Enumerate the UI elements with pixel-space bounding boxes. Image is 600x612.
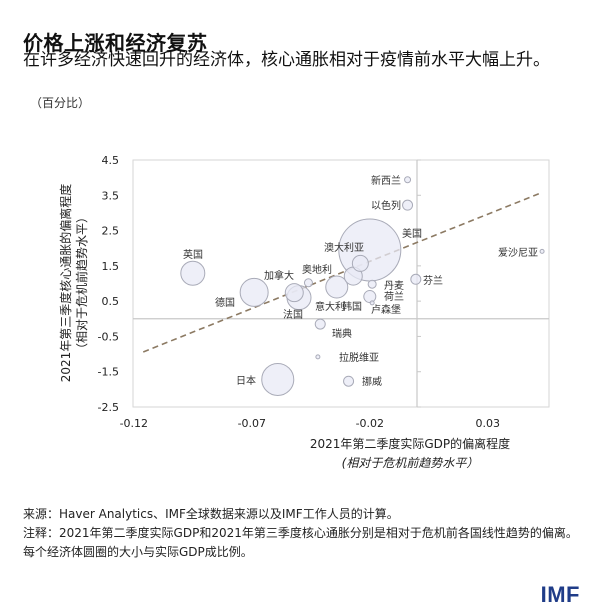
x-tick-label: -0.07 xyxy=(238,417,266,430)
bubble-series xyxy=(180,176,545,396)
x-tick-label: -0.02 xyxy=(356,417,384,430)
bubble-label: 德国 xyxy=(215,296,235,309)
bubble-label: 新西兰 xyxy=(371,174,401,187)
bubble-label: 以色列 xyxy=(371,199,401,212)
bubble-label: 拉脱维亚 xyxy=(339,351,379,364)
note-text: 注释：2021年第二季度实际GDP和2021年第三季度核心通胀分别是相对于危机前… xyxy=(23,526,578,559)
bubble-label: 澳大利亚 xyxy=(324,241,364,254)
bubble xyxy=(315,354,321,360)
bubble-label: 韩国 xyxy=(342,300,362,313)
trend-line-path xyxy=(142,191,543,353)
y-tick-label: -1.5 xyxy=(98,366,119,379)
bubble xyxy=(410,273,422,285)
bubble xyxy=(404,176,412,184)
source-text: 来源：Haver Analytics、IMF全球数据来源以及IMF工作人员的计算… xyxy=(23,507,399,521)
bubble xyxy=(351,254,369,272)
imf-logo: IMF xyxy=(540,582,580,607)
bubble xyxy=(303,278,313,288)
bubble-label: 美国 xyxy=(402,227,422,240)
y-tick-label: -0.5 xyxy=(98,330,119,343)
x-axis-subtitle: (相对于危机前趋势水平） xyxy=(342,456,479,470)
bubble-label: 丹麦 xyxy=(384,280,404,292)
y-tick-label: 2.5 xyxy=(102,225,120,238)
bubble xyxy=(314,318,326,330)
bubble xyxy=(239,277,269,307)
bubble-label: 意大利 xyxy=(315,300,345,313)
bubble-label: 挪威 xyxy=(362,375,382,388)
y-tick-label: 3.5 xyxy=(102,189,120,202)
y-tick-label: 1.5 xyxy=(102,260,120,273)
bubble xyxy=(343,375,355,387)
chart-title: 价格上涨和经济复苏 xyxy=(23,31,208,55)
bubble-label: 卢森堡 xyxy=(371,303,401,316)
bubble xyxy=(402,199,414,211)
y-tick-label: 0.5 xyxy=(102,295,120,308)
trend-line xyxy=(142,191,543,353)
bubble xyxy=(363,290,377,304)
chart-axes: 4.5 3.5 2.5 1.5 0.5 -0.5 -1.5 -2.5-0.12 -0.07 -0.… xyxy=(98,154,550,430)
bubble xyxy=(367,279,377,289)
bubble-label: 荷兰 xyxy=(384,290,404,303)
bubble-label: 瑞典 xyxy=(332,327,352,340)
bubble xyxy=(325,275,349,299)
bubble-label: 加拿大 xyxy=(264,269,294,282)
bubble xyxy=(180,260,206,286)
source-notes: 来源：Haver Analytics、IMF全球数据来源以及IMF工作人员的计算… xyxy=(23,505,583,562)
bubble xyxy=(261,362,295,396)
bubble xyxy=(369,300,375,306)
bubble-label: 芬兰 xyxy=(423,274,443,287)
unit-label: （百分比） xyxy=(30,96,91,110)
y-tick-label: -2.5 xyxy=(98,401,119,414)
y-axis-title: 2021年第三季度核心通胀的偏离程度 xyxy=(58,184,73,383)
x-tick-label: -0.12 xyxy=(120,417,148,430)
bubble xyxy=(284,283,304,303)
x-tick-label: 0.03 xyxy=(476,417,501,430)
bubble xyxy=(539,248,545,254)
chart-subtitle: 在许多经济快速回升的经济体，核心通胀相对于疫情前水平大幅上升。 xyxy=(23,50,550,70)
bubble-label: 奥地利 xyxy=(302,263,332,276)
x-axis-title: 2021年第二季度实际GDP的偏离程度 xyxy=(310,436,510,451)
bubble-label: 爱沙尼亚 xyxy=(498,246,538,259)
bubble-label: 英国 xyxy=(183,248,203,261)
y-axis-subtitle: （相对于危机前趋势水平） xyxy=(74,211,89,355)
y-tick-label: 4.5 xyxy=(102,154,120,167)
bubble-label: 日本 xyxy=(236,374,256,387)
bubble-label: 法国 xyxy=(283,308,303,321)
plot-frame xyxy=(132,159,550,408)
